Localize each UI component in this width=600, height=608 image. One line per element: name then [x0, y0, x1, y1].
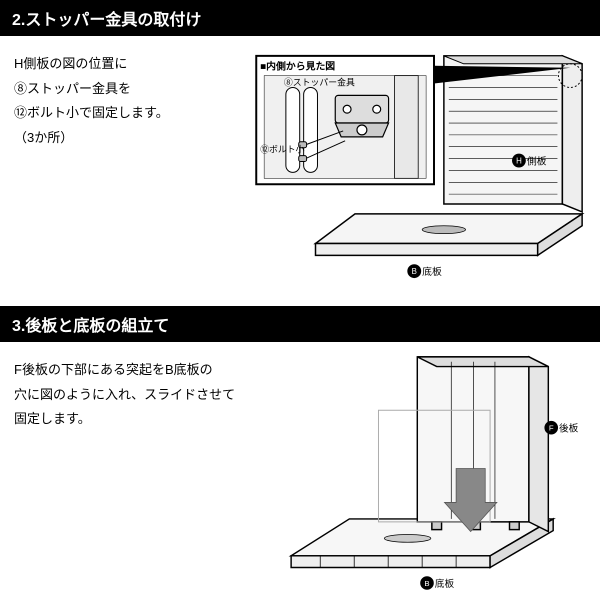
step3-line1: F後板の下部にある突起をB底板の: [14, 358, 254, 383]
step3-line2: 穴に図のように入れ、スライドさせて: [14, 383, 254, 408]
label-back-panel: F 後板: [544, 421, 578, 435]
svg-text:後板: 後板: [559, 421, 579, 434]
svg-text:H: H: [516, 157, 522, 166]
label-bolt: ⑫ボルト小: [260, 145, 304, 155]
svg-text:F: F: [549, 423, 554, 432]
label-stopper: ⑧ストッパー金具: [284, 77, 355, 88]
inset-title: ■内側から見た図: [260, 60, 335, 73]
svg-text:底板: 底板: [435, 577, 455, 590]
label-bottom-panel-3: B 底板: [420, 576, 454, 590]
step2-line4: （3か所）: [14, 126, 189, 151]
step3-header: 3.後板と底板の組立て: [0, 306, 600, 342]
step2-body: H側板の図の位置に ⑧ストッパー金具を ⑫ボルト小で固定します。 （3か所）: [0, 36, 600, 306]
step2-text: H側板の図の位置に ⑧ストッパー金具を ⑫ボルト小で固定します。 （3か所）: [14, 46, 189, 298]
step2-line3: ⑫ボルト小で固定します。: [14, 101, 189, 126]
label-side-panel: H 側板: [512, 154, 547, 168]
step2-line2: ⑧ストッパー金具を: [14, 77, 189, 102]
bottom-panel-iso: [316, 214, 583, 255]
svg-text:側板: 側板: [527, 155, 547, 168]
svg-text:底板: 底板: [422, 265, 442, 278]
step2-header: 2.ストッパー金具の取付け: [0, 0, 600, 36]
svg-text:B: B: [412, 267, 417, 276]
step2-line1: H側板の図の位置に: [14, 52, 189, 77]
step2-svg: ■内側から見た図: [197, 46, 592, 293]
step3-text: F後板の下部にある突起をB底板の 穴に図のように入れ、スライドさせて 固定します…: [14, 352, 254, 600]
stopper-bracket-icon: [335, 95, 388, 136]
step3-line3: 固定します。: [14, 407, 254, 432]
step2-diagram: ■内側から見た図: [197, 46, 592, 298]
label-bottom-panel-2: B 底板: [407, 264, 442, 278]
step3-diagram: F 後板 B 底板: [262, 352, 592, 600]
step3-body: F後板の下部にある突起をB底板の 穴に図のように入れ、スライドさせて 固定します…: [0, 342, 600, 608]
svg-text:B: B: [424, 579, 429, 588]
inset-box: ■内側から見た図: [256, 56, 434, 184]
step3-svg: F 後板 B 底板: [262, 352, 592, 595]
